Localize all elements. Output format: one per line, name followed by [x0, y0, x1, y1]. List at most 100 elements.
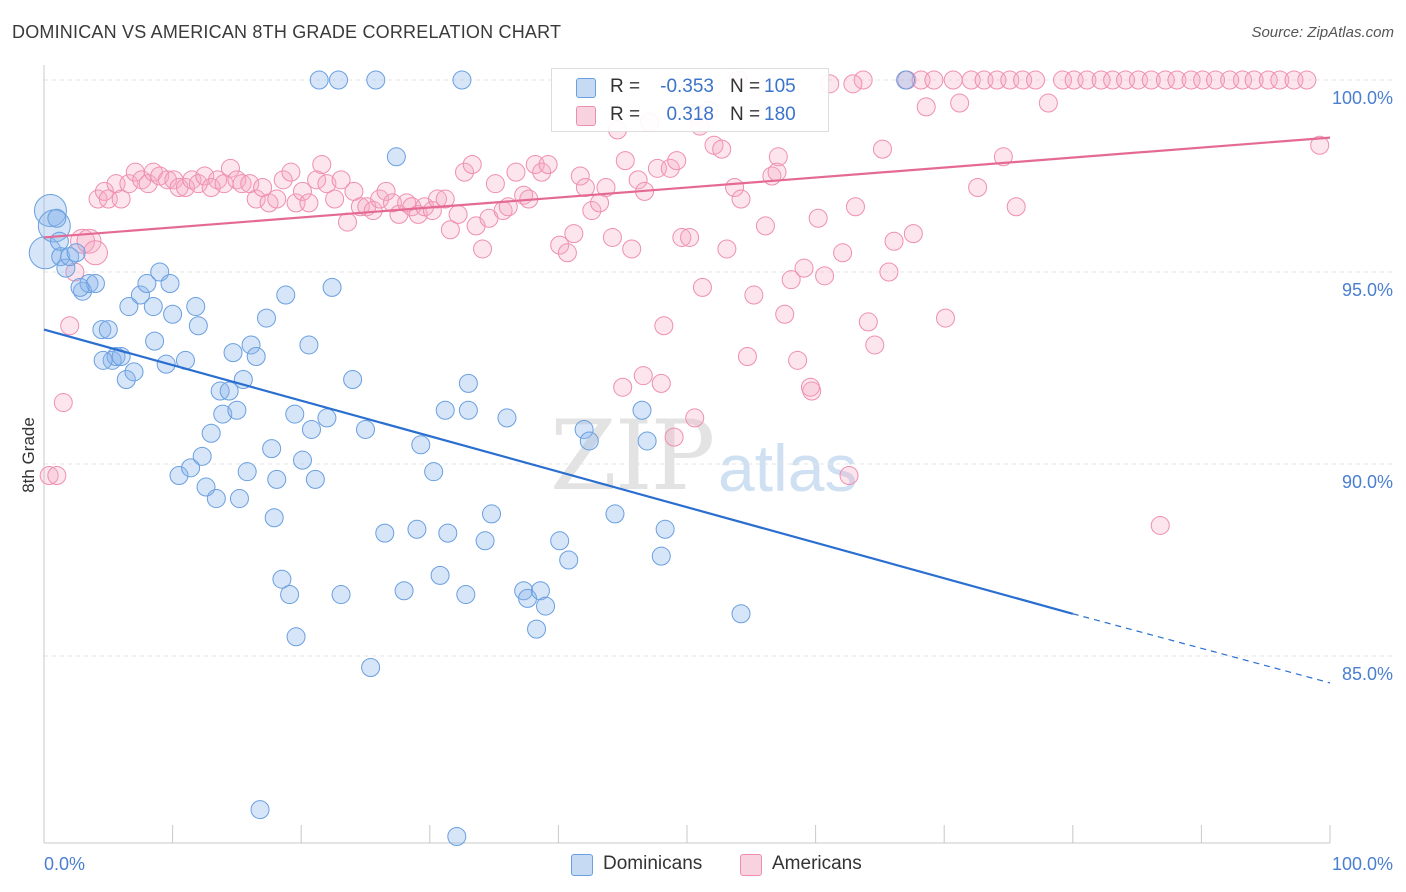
dominican-point: [213, 404, 233, 424]
american-point: [195, 166, 215, 186]
american-point: [232, 174, 252, 194]
dominican-point: [482, 504, 502, 524]
american-point: [220, 158, 240, 178]
american-point: [473, 239, 493, 259]
american-point: [575, 178, 595, 198]
dominican-point: [130, 285, 150, 305]
american-point: [1141, 70, 1161, 90]
y-axis-label: 8th Grade: [19, 417, 38, 493]
dominican-point: [309, 70, 329, 90]
american-point: [350, 197, 370, 217]
american-point: [628, 170, 648, 190]
dominican-point: [322, 277, 342, 297]
dominican-point: [896, 70, 916, 90]
american-point: [201, 178, 221, 198]
dominican-point: [246, 346, 266, 366]
dominican-point: [356, 419, 375, 439]
american-point: [615, 151, 635, 171]
dominican-point: [201, 423, 221, 443]
american-point: [292, 181, 312, 201]
american-point: [435, 189, 455, 209]
american-point: [1026, 70, 1046, 90]
dominican-point: [331, 585, 351, 605]
american-point: [582, 201, 602, 221]
dominicans-swatch: [571, 854, 593, 876]
n-value: 105: [764, 76, 796, 97]
american-point: [317, 174, 337, 194]
dominican-point: [285, 404, 305, 424]
american-point: [246, 189, 266, 209]
american-point: [858, 312, 878, 332]
american-point: [685, 408, 705, 428]
dominican-point: [430, 565, 450, 585]
dominican-point: [579, 431, 599, 451]
y-tick-label: 95.0%: [1342, 280, 1393, 300]
american-point: [1206, 70, 1226, 90]
american-point: [839, 466, 859, 486]
dominican-point: [272, 569, 292, 589]
american-point: [667, 151, 687, 171]
dominicans-trend-extension: [1072, 613, 1331, 684]
dominican-point: [299, 335, 319, 355]
dominican-point: [276, 285, 296, 305]
american-point: [1270, 70, 1290, 90]
legend-row-dominicans: R = -0.353 N = 105: [552, 73, 828, 99]
american-point: [968, 178, 988, 198]
dominican-point: [655, 519, 675, 539]
american-point: [448, 204, 468, 224]
dominican-point: [497, 408, 517, 428]
american-point: [717, 239, 737, 259]
american-point: [1297, 70, 1317, 90]
r-value: -0.353: [660, 76, 714, 97]
dominican-point: [186, 297, 206, 317]
dominican-point: [163, 304, 183, 324]
r-value: 0.318: [666, 104, 714, 125]
american-point: [712, 139, 732, 159]
american-point: [1155, 70, 1175, 90]
r-label: R =: [610, 76, 641, 97]
american-point: [664, 427, 684, 447]
american-point: [833, 243, 853, 263]
american-point: [532, 162, 552, 182]
dominican-point: [124, 362, 144, 382]
dominican-point: [361, 658, 381, 678]
dominican-point: [574, 419, 594, 439]
american-point: [538, 154, 558, 174]
american-point: [1053, 70, 1073, 90]
american-point: [227, 170, 247, 190]
dominicans-swatch: [576, 78, 596, 98]
dominican-point: [93, 350, 113, 370]
american-point: [39, 466, 59, 486]
y-tick-label: 100.0%: [1332, 88, 1393, 108]
american-point: [602, 227, 622, 247]
american-point: [775, 304, 795, 324]
american-point: [853, 70, 873, 90]
american-point: [60, 316, 80, 336]
american-point: [267, 189, 287, 209]
american-point: [800, 377, 820, 397]
american-point: [281, 162, 301, 182]
american-point: [788, 350, 808, 370]
watermark-atlas: atlas: [718, 431, 858, 505]
dominican-point: [386, 147, 406, 167]
dominican-point: [411, 435, 431, 455]
dominican-point: [160, 274, 180, 294]
x-tick-label: 100.0%: [1332, 854, 1393, 874]
x-tick-label: 0.0%: [44, 854, 85, 874]
dominican-point: [241, 335, 261, 355]
american-point: [884, 231, 904, 251]
american-point: [633, 366, 653, 386]
american-point: [1233, 70, 1253, 90]
r-label: R =: [610, 104, 641, 125]
dominican-point: [262, 439, 282, 459]
american-point: [1258, 70, 1278, 90]
american-point: [692, 277, 712, 297]
american-point: [1167, 70, 1187, 90]
american-point: [815, 266, 835, 286]
american-point: [808, 208, 828, 228]
dominicans-trend-line: [43, 328, 1074, 615]
american-point: [428, 189, 448, 209]
american-point: [1181, 70, 1201, 90]
american-point: [82, 240, 108, 266]
